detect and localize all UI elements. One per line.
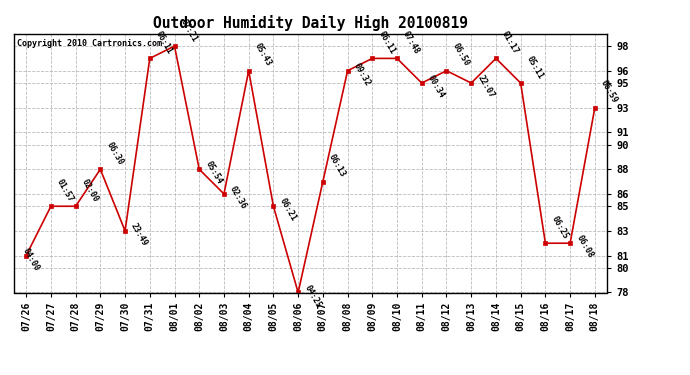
Text: 04:25: 04:25	[302, 283, 323, 309]
Text: 01:17: 01:17	[500, 30, 520, 56]
Text: 06:21: 06:21	[277, 197, 298, 223]
Text: 06:13: 06:13	[327, 153, 347, 179]
Text: 06:50: 06:50	[451, 42, 471, 68]
Text: 00:34: 00:34	[426, 74, 446, 100]
Text: 06:11: 06:11	[377, 30, 397, 56]
Text: 07:21: 07:21	[179, 17, 199, 43]
Text: 05:54: 05:54	[204, 160, 224, 186]
Title: Outdoor Humidity Daily High 20100819: Outdoor Humidity Daily High 20100819	[153, 15, 468, 31]
Text: Copyright 2010 Cartronics.com: Copyright 2010 Cartronics.com	[17, 39, 161, 48]
Text: 05:43: 05:43	[253, 42, 273, 68]
Text: 06:25: 06:25	[549, 214, 570, 240]
Text: 07:48: 07:48	[401, 30, 422, 56]
Text: 02:36: 02:36	[228, 184, 248, 211]
Text: 09:32: 09:32	[352, 61, 372, 87]
Text: 02:00: 02:00	[80, 177, 100, 204]
Text: 05:11: 05:11	[525, 54, 545, 80]
Text: 06:11: 06:11	[154, 30, 175, 56]
Text: 22:07: 22:07	[475, 74, 495, 100]
Text: 23:49: 23:49	[129, 221, 150, 248]
Text: 06:59: 06:59	[599, 79, 620, 105]
Text: 06:30: 06:30	[104, 140, 125, 166]
Text: 01:57: 01:57	[55, 177, 75, 204]
Text: 04:00: 04:00	[21, 246, 41, 272]
Text: 06:08: 06:08	[574, 234, 595, 260]
